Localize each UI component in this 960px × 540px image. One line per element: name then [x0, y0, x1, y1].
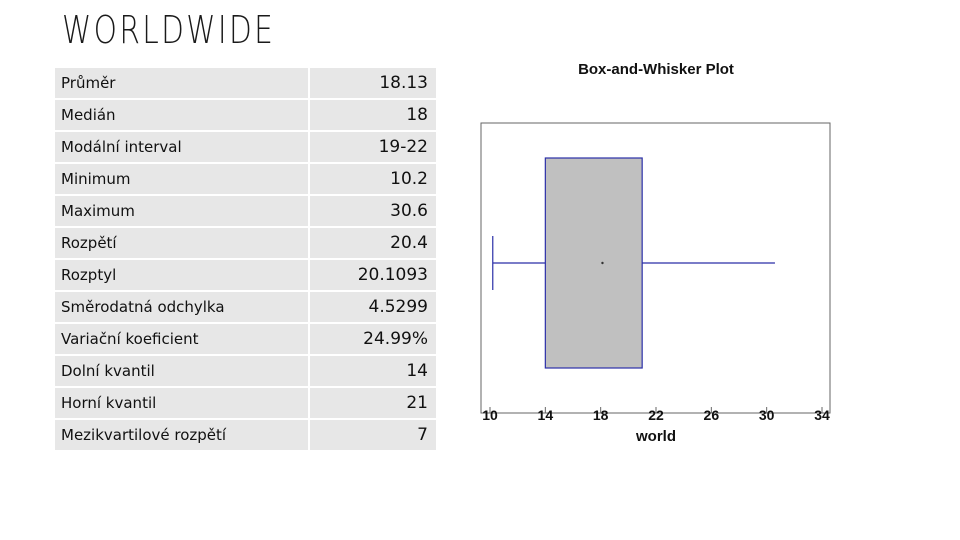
stat-value: 18 [307, 100, 436, 130]
stat-value: 4.5299 [307, 292, 436, 322]
stat-label: Maximum [55, 196, 308, 226]
plot-frame [480, 122, 831, 414]
stat-value: 20.4 [307, 228, 436, 258]
stat-value: 19-22 [307, 132, 436, 162]
stat-label: Medián [55, 100, 308, 130]
chart-title: Box-and-Whisker Plot [578, 61, 734, 78]
x-tick-label: 14 [538, 407, 554, 423]
stats-row: Maximum 30.6 [55, 196, 436, 226]
stat-value: 7 [307, 420, 436, 450]
stat-value: 20.1093 [307, 260, 436, 290]
iqr-box [544, 157, 643, 369]
stats-row: Horní kvantil 21 [55, 388, 436, 418]
stats-row: Průměr 18.13 [55, 68, 436, 98]
stat-label: Modální interval [55, 132, 308, 162]
stat-label: Horní kvantil [55, 388, 308, 418]
stats-row: Mezikvartilové rozpětí 7 [55, 420, 436, 450]
stat-label: Směrodatná odchylka [55, 292, 308, 322]
stats-row: Medián 18 [55, 100, 436, 130]
stat-value: 21 [307, 388, 436, 418]
stat-label: Průměr [55, 68, 308, 98]
stats-row: Směrodatná odchylka 4.5299 [55, 292, 436, 322]
stat-value: 24.99% [307, 324, 436, 354]
stat-label: Dolní kvantil [55, 356, 308, 386]
statistics-table: Průměr 18.13 Medián 18 Modální interval 19-22… [55, 66, 436, 452]
x-tick-label: 26 [704, 407, 720, 423]
stats-row: Rozpětí 20.4 [55, 228, 436, 258]
stat-label: Minimum [55, 164, 308, 194]
x-tick-label: 22 [648, 407, 664, 423]
stats-row: Modální interval 19-22 [55, 132, 436, 162]
x-tick-label: 18 [593, 407, 609, 423]
x-axis-label: world [635, 428, 676, 445]
stat-value: 18.13 [307, 68, 436, 98]
stat-value: 14 [307, 356, 436, 386]
x-tick-label: 30 [759, 407, 775, 423]
stat-label: Variační koeficient [55, 324, 308, 354]
box-whisker-chart: Box-and-Whisker Plot 10 14 18 22 26 30 34 worl… [480, 61, 831, 445]
mean-marker [601, 261, 604, 265]
stats-row: Dolní kvantil 14 [55, 356, 436, 386]
x-tick-label: 10 [482, 407, 498, 423]
stats-row: Rozptyl 20.1093 [55, 260, 436, 290]
stats-row: Variační koeficient 24.99% [55, 324, 436, 354]
page-title: WORLDWIDE [62, 8, 276, 52]
stat-label: Mezikvartilové rozpětí [55, 420, 308, 450]
x-tick-label: 34 [814, 407, 830, 423]
stat-value: 30.6 [307, 196, 436, 226]
stats-row: Minimum 10.2 [55, 164, 436, 194]
stat-value: 10.2 [307, 164, 436, 194]
stat-label: Rozpětí [55, 228, 308, 258]
stat-label: Rozptyl [55, 260, 308, 290]
